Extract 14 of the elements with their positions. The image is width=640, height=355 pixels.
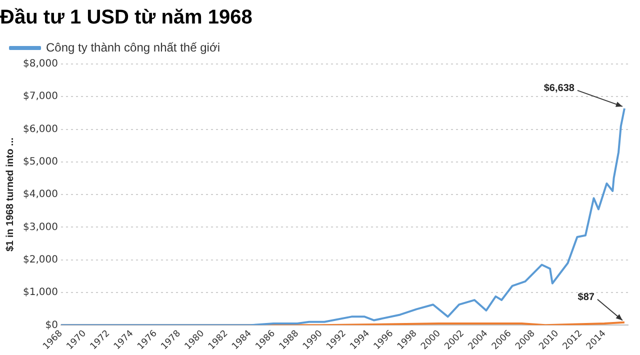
annotation: $87	[578, 292, 595, 304]
y-tick-label: $1,000	[22, 287, 58, 298]
chart-title: Đầu tư 1 USD từ năm 1968	[0, 6, 252, 29]
y-tick-label: $3,000	[22, 222, 58, 233]
y-axis-title: $1 in 1968 turned into ...	[4, 137, 16, 252]
y-tick-label: $7,000	[22, 91, 58, 102]
y-tick-label: $6,000	[22, 124, 58, 135]
y-tick-label: $8,000	[22, 58, 58, 70]
y-tick-label: $0	[45, 320, 58, 331]
y-tick-label: $2,000	[22, 254, 58, 266]
annotation: $6,638	[544, 83, 575, 94]
legend-label: Công ty thành công nhất thế giới	[46, 40, 220, 54]
y-tick-label: $4,000	[22, 189, 58, 200]
y-tick-label: $5,000	[22, 156, 58, 168]
